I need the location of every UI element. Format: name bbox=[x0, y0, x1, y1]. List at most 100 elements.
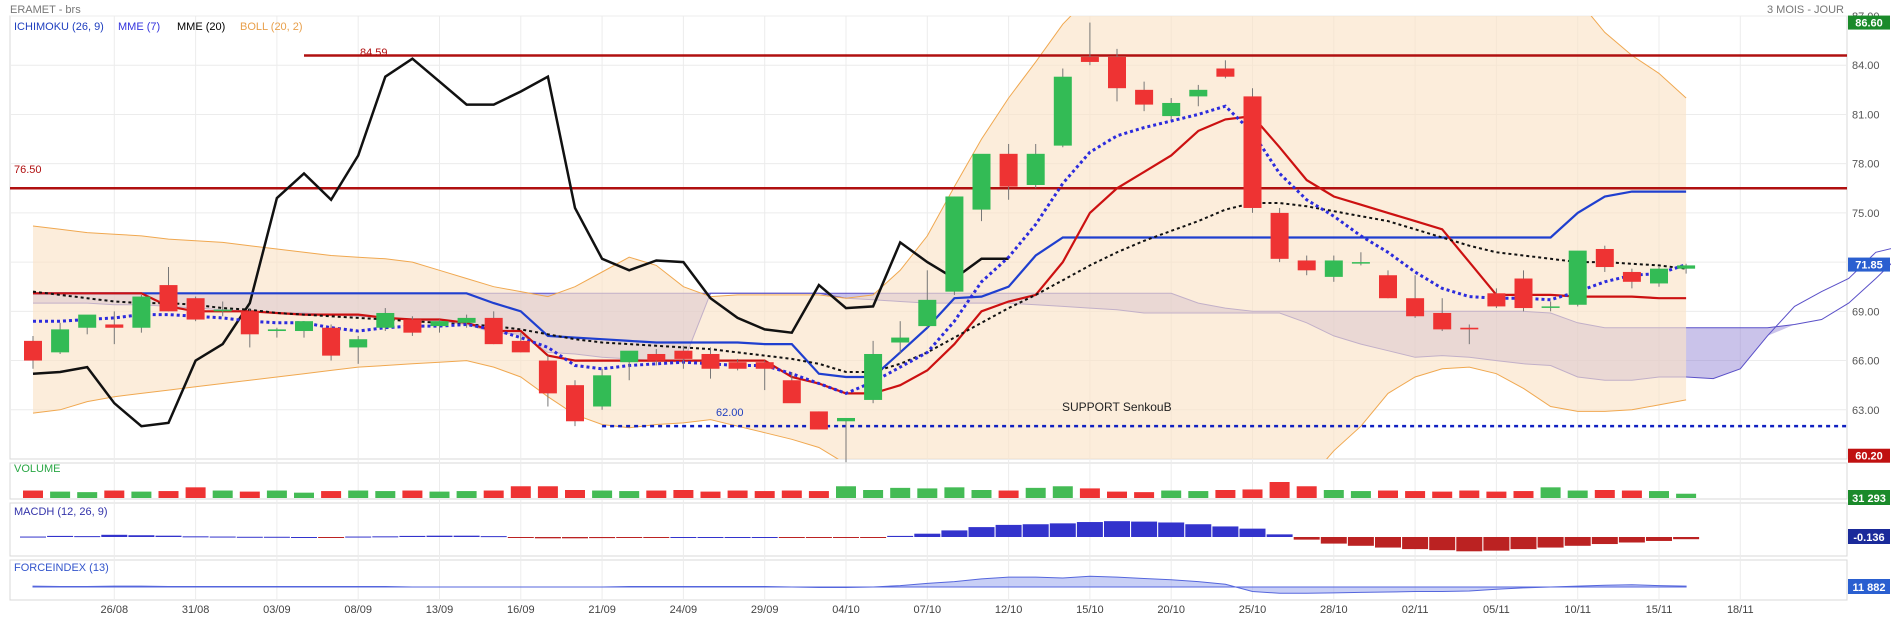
mme20-line bbox=[32, 202, 1687, 373]
candle bbox=[1541, 301, 1560, 312]
candle bbox=[1433, 298, 1452, 332]
macd-bar bbox=[751, 537, 778, 538]
macd-bar bbox=[209, 536, 236, 538]
candle bbox=[837, 417, 855, 463]
macd-bar bbox=[616, 537, 643, 538]
macd-bar bbox=[914, 533, 941, 537]
candle bbox=[240, 308, 259, 348]
volume-bar bbox=[77, 492, 98, 498]
candle-body bbox=[457, 317, 476, 323]
bollinger-fill bbox=[33, 16, 1687, 459]
macd-bar bbox=[128, 535, 155, 537]
candle bbox=[1622, 268, 1641, 289]
candle-body bbox=[1650, 268, 1668, 284]
candle bbox=[728, 358, 747, 371]
date-tick-label: 16/09 bbox=[507, 604, 535, 616]
candle bbox=[1053, 68, 1072, 148]
volume-bar bbox=[1621, 490, 1642, 498]
macd-bar bbox=[1429, 537, 1456, 551]
period-label: 3 MOIS - JOUR bbox=[1767, 4, 1844, 16]
price-tick-label: 84.00 bbox=[1852, 60, 1880, 72]
candle-body bbox=[1026, 153, 1045, 185]
volume-bar bbox=[104, 490, 125, 498]
price-badge-box bbox=[1848, 448, 1890, 463]
level-label-84-59: 84.59 bbox=[360, 47, 388, 59]
price-badge-box bbox=[1848, 15, 1890, 30]
volume-bar bbox=[673, 490, 694, 498]
candle-body bbox=[647, 353, 666, 361]
macd-bar bbox=[643, 537, 670, 538]
volume-panel-label: VOLUME bbox=[14, 463, 60, 475]
candle-body bbox=[1460, 327, 1479, 330]
candle-body bbox=[728, 362, 747, 369]
candle-body bbox=[1243, 96, 1262, 208]
volume-bar bbox=[294, 492, 314, 498]
candle-body bbox=[1216, 68, 1235, 77]
volume-bar bbox=[619, 491, 640, 498]
macd-bar bbox=[47, 535, 74, 537]
force-panel-label: FORCEINDEX (13) bbox=[14, 562, 109, 574]
panel-badge-macd: -0.136 bbox=[1848, 529, 1890, 544]
candle bbox=[213, 301, 232, 317]
force-index-area bbox=[32, 575, 1687, 594]
volume-bar bbox=[266, 490, 287, 498]
candle bbox=[1108, 48, 1126, 102]
candle bbox=[511, 332, 530, 353]
macd-bar bbox=[263, 536, 290, 538]
volume-bar bbox=[1296, 486, 1317, 498]
bollinger-band bbox=[32, 16, 1687, 459]
price-tick-label: 63.00 bbox=[1852, 405, 1880, 417]
candle bbox=[864, 340, 883, 404]
macd-bar bbox=[399, 535, 426, 537]
volume-bar bbox=[1432, 491, 1453, 498]
panel-badge-volume: 31 293 bbox=[1848, 490, 1890, 505]
candle bbox=[620, 350, 639, 381]
date-tick-label: 04/10 bbox=[832, 604, 860, 616]
macd-bar bbox=[1510, 537, 1537, 550]
candle-body bbox=[159, 285, 178, 312]
macd-bar bbox=[453, 535, 480, 537]
candle-body bbox=[484, 317, 503, 345]
macd-bar bbox=[155, 535, 182, 537]
volume-bar bbox=[592, 490, 613, 498]
candle-body bbox=[1108, 57, 1126, 89]
volume-bar bbox=[537, 486, 558, 498]
date-tick-label: 21/09 bbox=[588, 604, 616, 616]
macd-bar bbox=[1618, 537, 1645, 543]
volume-bar bbox=[239, 491, 260, 498]
volume-bar bbox=[1107, 491, 1127, 498]
macd-bar bbox=[182, 536, 209, 538]
volume-bar bbox=[754, 491, 775, 498]
candle-body bbox=[349, 339, 368, 348]
legend-boll: BOLL (20, 2) bbox=[240, 21, 303, 33]
candle bbox=[1324, 255, 1343, 282]
candle-body bbox=[376, 312, 395, 328]
bollinger-upper-line bbox=[32, 16, 1687, 299]
volume-bar bbox=[348, 490, 369, 498]
candle bbox=[1351, 252, 1370, 266]
panel-frame-3 bbox=[9, 559, 1848, 601]
macd-bar bbox=[1212, 526, 1239, 537]
volume-bar bbox=[646, 490, 667, 498]
macd-bar bbox=[1185, 524, 1212, 537]
date-tick-label: 05/11 bbox=[1483, 604, 1510, 616]
candle-body bbox=[511, 340, 530, 353]
candle bbox=[24, 335, 42, 369]
sub-panels: 31 293 -0.136 11 882 bbox=[20, 482, 1890, 594]
candle bbox=[538, 355, 557, 407]
macd-bar bbox=[1131, 521, 1158, 537]
macd-bar bbox=[860, 537, 887, 538]
macd-bar bbox=[291, 537, 317, 538]
macd-bar bbox=[1022, 524, 1049, 537]
panel-badge-box bbox=[1848, 490, 1890, 505]
macd-bar bbox=[1646, 537, 1672, 541]
volume-bar bbox=[321, 491, 342, 498]
candle-body bbox=[566, 385, 584, 422]
macd-panel-label: MACDH (12, 26, 9) bbox=[14, 506, 108, 518]
volume-bar bbox=[1378, 490, 1398, 498]
macd-bar bbox=[1239, 528, 1266, 537]
volume-bar bbox=[375, 491, 396, 498]
date-tick-label: 20/10 bbox=[1157, 604, 1185, 616]
candle-body bbox=[1622, 271, 1641, 282]
volume-bar bbox=[1215, 490, 1236, 498]
